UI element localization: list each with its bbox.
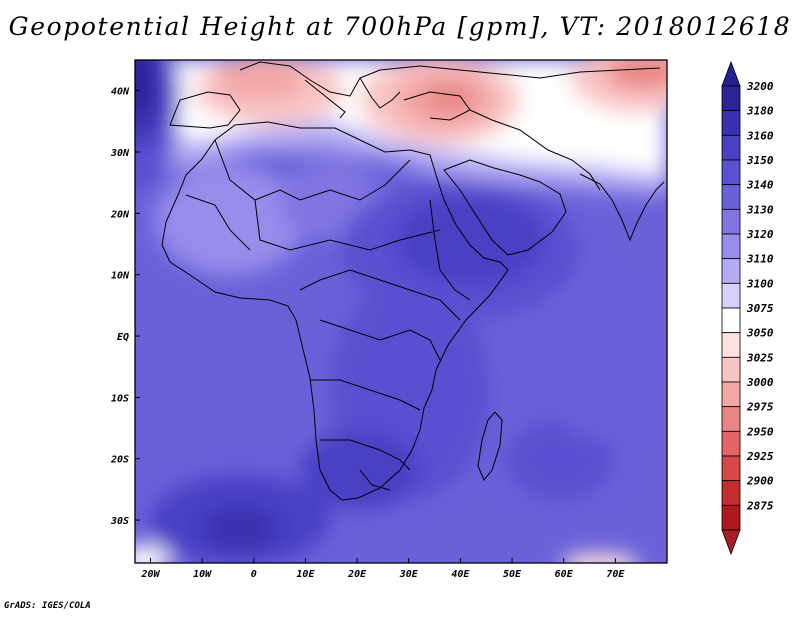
lon-tick-label: 40E <box>451 569 470 580</box>
footer-credit: GrADS: IGES/COLA <box>4 601 91 611</box>
colorbar-level-label: 2975 <box>746 401 774 414</box>
colorbar-level-label: 3140 <box>746 179 774 192</box>
colorbar-cell <box>721 233 741 260</box>
geopotential-field <box>135 60 667 563</box>
colorbar-cell <box>721 85 741 112</box>
colorbar-level-label: 3000 <box>746 376 774 389</box>
colorbar-level-label: 2900 <box>746 475 774 488</box>
lon-tick-label: 60E <box>555 569 574 580</box>
colorbar-bottom-arrow <box>721 529 741 556</box>
colorbar-level-label: 2925 <box>746 450 774 463</box>
lon-tick-label: 20W <box>140 569 160 580</box>
lat-tick-label: 40N <box>111 87 130 98</box>
lat-axis: 40N 30N 20N 10N EQ 10S 20S 30S <box>110 87 140 527</box>
colorbar-level-label: 2950 <box>746 425 774 438</box>
colorbar-cell <box>721 282 741 309</box>
colorbar-cell <box>721 504 741 531</box>
colorbar-level-label: 3025 <box>746 351 774 364</box>
plot-frame <box>134 59 668 564</box>
colorbar-cell <box>721 332 741 358</box>
colorbar-level-label: 3110 <box>746 253 774 266</box>
lon-tick-label: 0 <box>251 569 257 580</box>
lat-tick-label: 10S <box>111 393 129 404</box>
colorbar-cell <box>721 430 741 457</box>
coastlines <box>161 61 665 501</box>
lat-tick-label: EQ <box>117 332 129 343</box>
lat-tick-label: 30N <box>110 148 130 159</box>
page-title: Geopotential Height at 700hPa [gpm], VT:… <box>8 12 792 41</box>
lon-tick-label: 50E <box>503 569 522 580</box>
colorbar-cell <box>721 159 741 186</box>
colorbar-level-label: 3130 <box>746 203 774 216</box>
colorbar: 3200 3180 3160 3150 3140 3130 3120 3110 3100 3075… <box>721 60 774 556</box>
colorbar-level-label: 3120 <box>746 228 774 241</box>
colorbar-level-label: 3075 <box>746 302 774 315</box>
lat-tick-label: 20S <box>110 455 129 466</box>
colorbar-cell <box>721 110 741 136</box>
colorbar-cell <box>721 134 741 161</box>
colorbar-level-label: 3150 <box>746 154 774 167</box>
lon-axis: 20W 10W 0 10E 20E 30E 40E 50E 60E 70E <box>140 558 625 580</box>
colorbar-cell <box>721 455 741 482</box>
lat-tick-label: 20N <box>110 209 130 220</box>
lat-tick-label: 10N <box>111 271 130 282</box>
colorbar-level-label: 3100 <box>746 277 774 290</box>
colorbar-cell <box>721 406 741 432</box>
colorbar-level-label: 3160 <box>746 129 774 142</box>
colorbar-level-label: 3200 <box>746 80 774 93</box>
colorbar-level-label: 3180 <box>746 105 774 118</box>
colorbar-cell <box>721 208 741 235</box>
lon-tick-label: 20E <box>347 569 367 580</box>
colorbar-cell <box>721 480 741 506</box>
colorbar-cell <box>721 184 741 210</box>
colorbar-cell <box>721 356 741 383</box>
lon-tick-label: 30E <box>399 569 419 580</box>
colorbar-cell <box>721 258 741 284</box>
colorbar-top-arrow <box>721 60 741 87</box>
lon-tick-label: 10W <box>193 569 212 580</box>
colorbar-cell <box>721 381 741 408</box>
lat-tick-label: 30S <box>110 516 129 527</box>
lon-tick-label: 70E <box>606 569 625 580</box>
colorbar-level-label: 3050 <box>746 327 774 340</box>
colorbar-cell <box>721 307 741 334</box>
colorbar-level-label: 2875 <box>746 499 774 512</box>
lon-tick-label: 10E <box>296 569 315 580</box>
